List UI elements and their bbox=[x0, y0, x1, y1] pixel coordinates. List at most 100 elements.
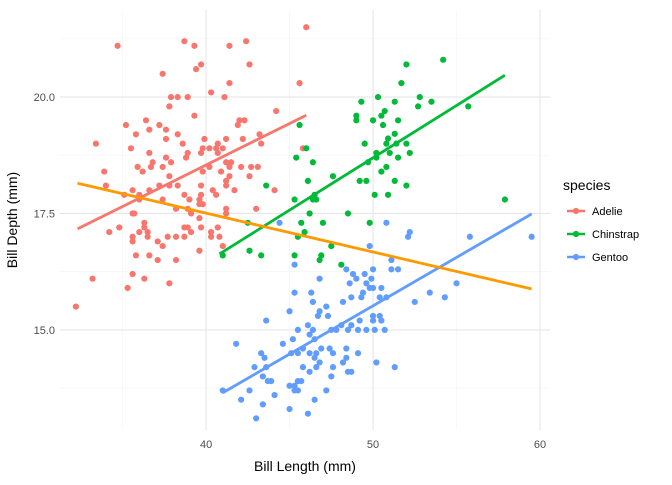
point-gentoo bbox=[369, 284, 377, 292]
point-adelie bbox=[159, 242, 166, 250]
point-gentoo bbox=[298, 378, 305, 385]
point-chinstrap bbox=[394, 154, 402, 161]
point-gentoo bbox=[258, 350, 265, 357]
point-adelie bbox=[146, 149, 153, 157]
point-gentoo bbox=[378, 317, 385, 324]
point-chinstrap bbox=[403, 140, 410, 147]
point-adelie bbox=[197, 149, 205, 157]
point-chinstrap bbox=[379, 121, 387, 129]
point-chinstrap bbox=[296, 121, 303, 129]
legend-title: species bbox=[563, 177, 610, 193]
point-adelie bbox=[129, 233, 136, 240]
point-chinstrap bbox=[394, 117, 402, 124]
point-adelie bbox=[196, 215, 203, 222]
regression-line-overall bbox=[77, 181, 532, 291]
point-gentoo bbox=[294, 326, 302, 333]
point-adelie bbox=[159, 196, 166, 203]
point-gentoo bbox=[291, 261, 298, 268]
point-gentoo bbox=[394, 266, 402, 273]
point-adelie bbox=[184, 224, 191, 231]
point-adelie bbox=[223, 159, 230, 166]
point-chinstrap bbox=[381, 107, 388, 115]
point-adelie bbox=[192, 66, 200, 73]
point-gentoo bbox=[268, 378, 275, 385]
point-gentoo bbox=[246, 387, 253, 394]
axis-ticks: 40 50 60 15.0 17.5 20.0 bbox=[34, 92, 547, 451]
point-gentoo bbox=[378, 284, 385, 292]
point-adelie bbox=[72, 303, 79, 310]
point-adelie bbox=[219, 242, 226, 250]
point-chinstrap bbox=[403, 182, 410, 189]
point-adelie bbox=[184, 93, 191, 101]
point-adelie bbox=[182, 154, 190, 161]
point-chinstrap bbox=[361, 140, 368, 147]
point-adelie bbox=[166, 103, 173, 110]
point-adelie bbox=[166, 280, 173, 287]
point-adelie bbox=[162, 126, 170, 133]
point-gentoo bbox=[383, 219, 390, 226]
point-adelie bbox=[303, 24, 310, 31]
point-chinstrap bbox=[303, 145, 310, 152]
point-adelie bbox=[207, 89, 215, 96]
point-adelie bbox=[132, 252, 140, 259]
x-axis-label: Bill Length (mm) bbox=[254, 458, 356, 474]
point-gentoo bbox=[363, 280, 370, 287]
point-adelie bbox=[223, 210, 230, 217]
point-gentoo bbox=[406, 229, 413, 236]
point-gentoo bbox=[324, 312, 332, 320]
point-gentoo bbox=[316, 308, 323, 315]
point-adelie bbox=[199, 168, 206, 175]
point-adelie bbox=[253, 205, 260, 212]
point-gentoo bbox=[263, 317, 270, 324]
point-chinstrap bbox=[291, 196, 298, 203]
point-adelie bbox=[212, 145, 220, 152]
point-gentoo bbox=[316, 359, 323, 366]
point-adelie bbox=[212, 191, 220, 198]
point-chinstrap bbox=[465, 103, 472, 110]
point-adelie bbox=[174, 131, 181, 138]
point-adelie bbox=[116, 224, 123, 231]
point-adelie bbox=[214, 149, 221, 157]
point-adelie bbox=[236, 117, 243, 124]
point-chinstrap bbox=[374, 93, 382, 101]
point-gentoo bbox=[369, 317, 377, 324]
point-gentoo bbox=[329, 364, 337, 371]
point-gentoo bbox=[348, 322, 355, 329]
point-adelie bbox=[129, 238, 136, 245]
point-gentoo bbox=[453, 280, 460, 287]
point-adelie bbox=[167, 159, 175, 166]
point-chinstrap bbox=[416, 93, 423, 101]
point-chinstrap bbox=[301, 229, 308, 236]
point-gentoo bbox=[316, 275, 323, 282]
point-chinstrap bbox=[369, 117, 377, 124]
point-gentoo bbox=[344, 326, 352, 333]
x-tick-label: 40 bbox=[200, 439, 212, 451]
point-adelie bbox=[144, 233, 151, 240]
point-adelie bbox=[238, 163, 245, 171]
point-adelie bbox=[132, 131, 140, 138]
y-tick-label: 17.5 bbox=[34, 208, 55, 220]
point-adelie bbox=[199, 145, 206, 152]
point-chinstrap bbox=[258, 252, 265, 259]
point-adelie bbox=[141, 224, 148, 231]
point-gentoo bbox=[286, 382, 293, 389]
point-adelie bbox=[226, 163, 233, 171]
point-adelie bbox=[191, 42, 198, 49]
point-gentoo bbox=[356, 317, 363, 324]
point-adelie bbox=[246, 61, 253, 68]
point-gentoo bbox=[311, 396, 318, 403]
point-gentoo bbox=[259, 373, 266, 380]
point-chinstrap bbox=[501, 196, 509, 203]
x-tick-label: 50 bbox=[367, 439, 379, 451]
point-adelie bbox=[216, 233, 223, 240]
point-gentoo bbox=[306, 368, 313, 375]
point-gentoo bbox=[441, 294, 448, 301]
point-adelie bbox=[214, 140, 221, 147]
point-adelie bbox=[172, 233, 180, 240]
point-gentoo bbox=[343, 345, 350, 352]
point-chinstrap bbox=[384, 191, 392, 198]
regression-line-gentoo bbox=[222, 212, 533, 394]
point-adelie bbox=[191, 112, 198, 119]
point-chinstrap bbox=[386, 149, 393, 157]
point-adelie bbox=[206, 145, 213, 152]
